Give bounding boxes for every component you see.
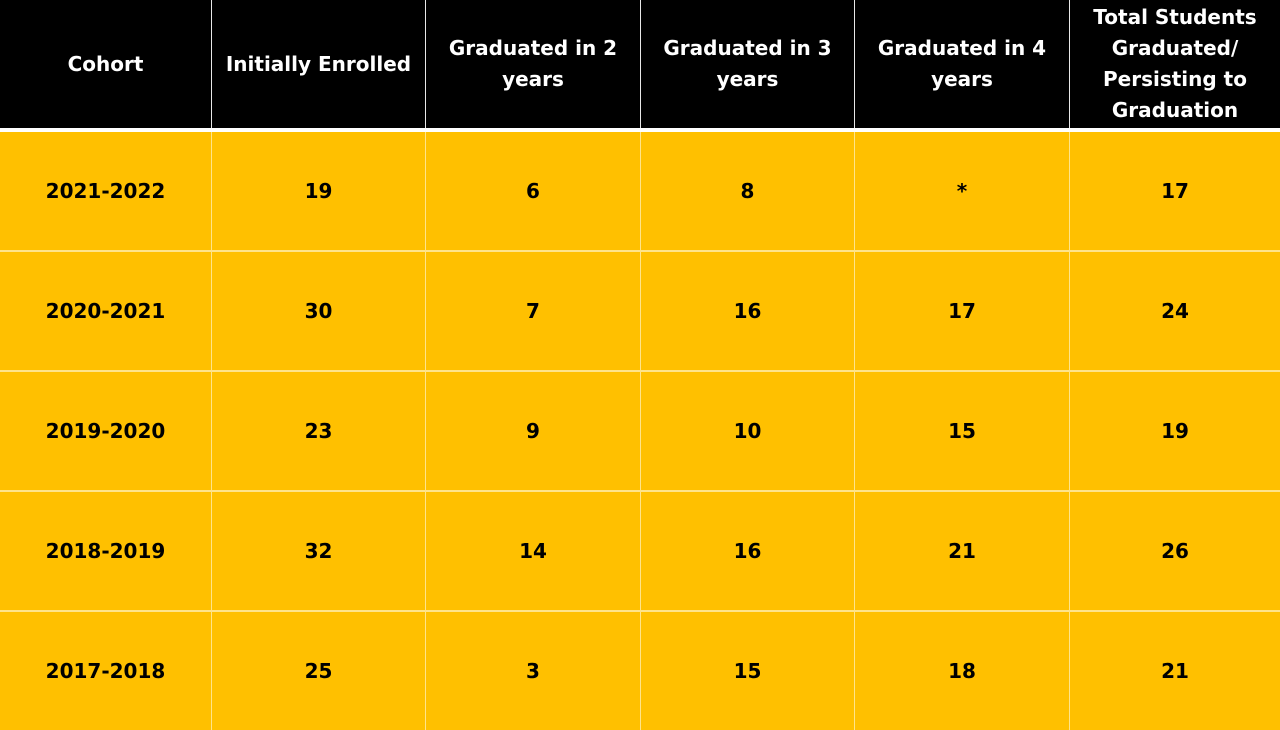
table-cell: 21 bbox=[1069, 612, 1280, 730]
column-header-cohort: Cohort bbox=[0, 0, 211, 128]
table-cell: 14 bbox=[425, 492, 640, 610]
table-cell: 2020-2021 bbox=[0, 252, 211, 370]
table-cell: 8 bbox=[640, 132, 854, 250]
column-header-total-graduated: Total Students Graduated/ Persisting to … bbox=[1069, 0, 1280, 128]
table-cell: 30 bbox=[211, 252, 425, 370]
column-header-graduated-2-years: Graduated in 2 years bbox=[425, 0, 640, 128]
table-cell: 23 bbox=[211, 372, 425, 490]
table-cell: 6 bbox=[425, 132, 640, 250]
table-cell: 17 bbox=[854, 252, 1069, 370]
table-cell: 18 bbox=[854, 612, 1069, 730]
table-cell: 9 bbox=[425, 372, 640, 490]
table-cell: 15 bbox=[854, 372, 1069, 490]
table-cell: 7 bbox=[425, 252, 640, 370]
table-cell: 32 bbox=[211, 492, 425, 610]
table-cell: 25 bbox=[211, 612, 425, 730]
table-cell: * bbox=[854, 132, 1069, 250]
row-divider bbox=[0, 610, 1280, 612]
header-divider bbox=[0, 128, 1280, 132]
table-cell: 17 bbox=[1069, 132, 1280, 250]
table-cell: 10 bbox=[640, 372, 854, 490]
column-header-initially-enrolled: Initially Enrolled bbox=[211, 0, 425, 128]
table-cell: 19 bbox=[211, 132, 425, 250]
table-cell: 2018-2019 bbox=[0, 492, 211, 610]
table-cell: 16 bbox=[640, 252, 854, 370]
row-divider bbox=[0, 370, 1280, 372]
row-divider bbox=[0, 250, 1280, 252]
table-cell: 15 bbox=[640, 612, 854, 730]
column-header-graduated-4-years: Graduated in 4 years bbox=[854, 0, 1069, 128]
table-cell: 24 bbox=[1069, 252, 1280, 370]
table-cell: 21 bbox=[854, 492, 1069, 610]
table-cell: 2021-2022 bbox=[0, 132, 211, 250]
table-cell: 2019-2020 bbox=[0, 372, 211, 490]
table-cell: 3 bbox=[425, 612, 640, 730]
table-cell: 19 bbox=[1069, 372, 1280, 490]
table-cell: 26 bbox=[1069, 492, 1280, 610]
table-cell: 2017-2018 bbox=[0, 612, 211, 730]
column-header-graduated-3-years: Graduated in 3 years bbox=[640, 0, 854, 128]
table-cell: 16 bbox=[640, 492, 854, 610]
row-divider bbox=[0, 490, 1280, 492]
